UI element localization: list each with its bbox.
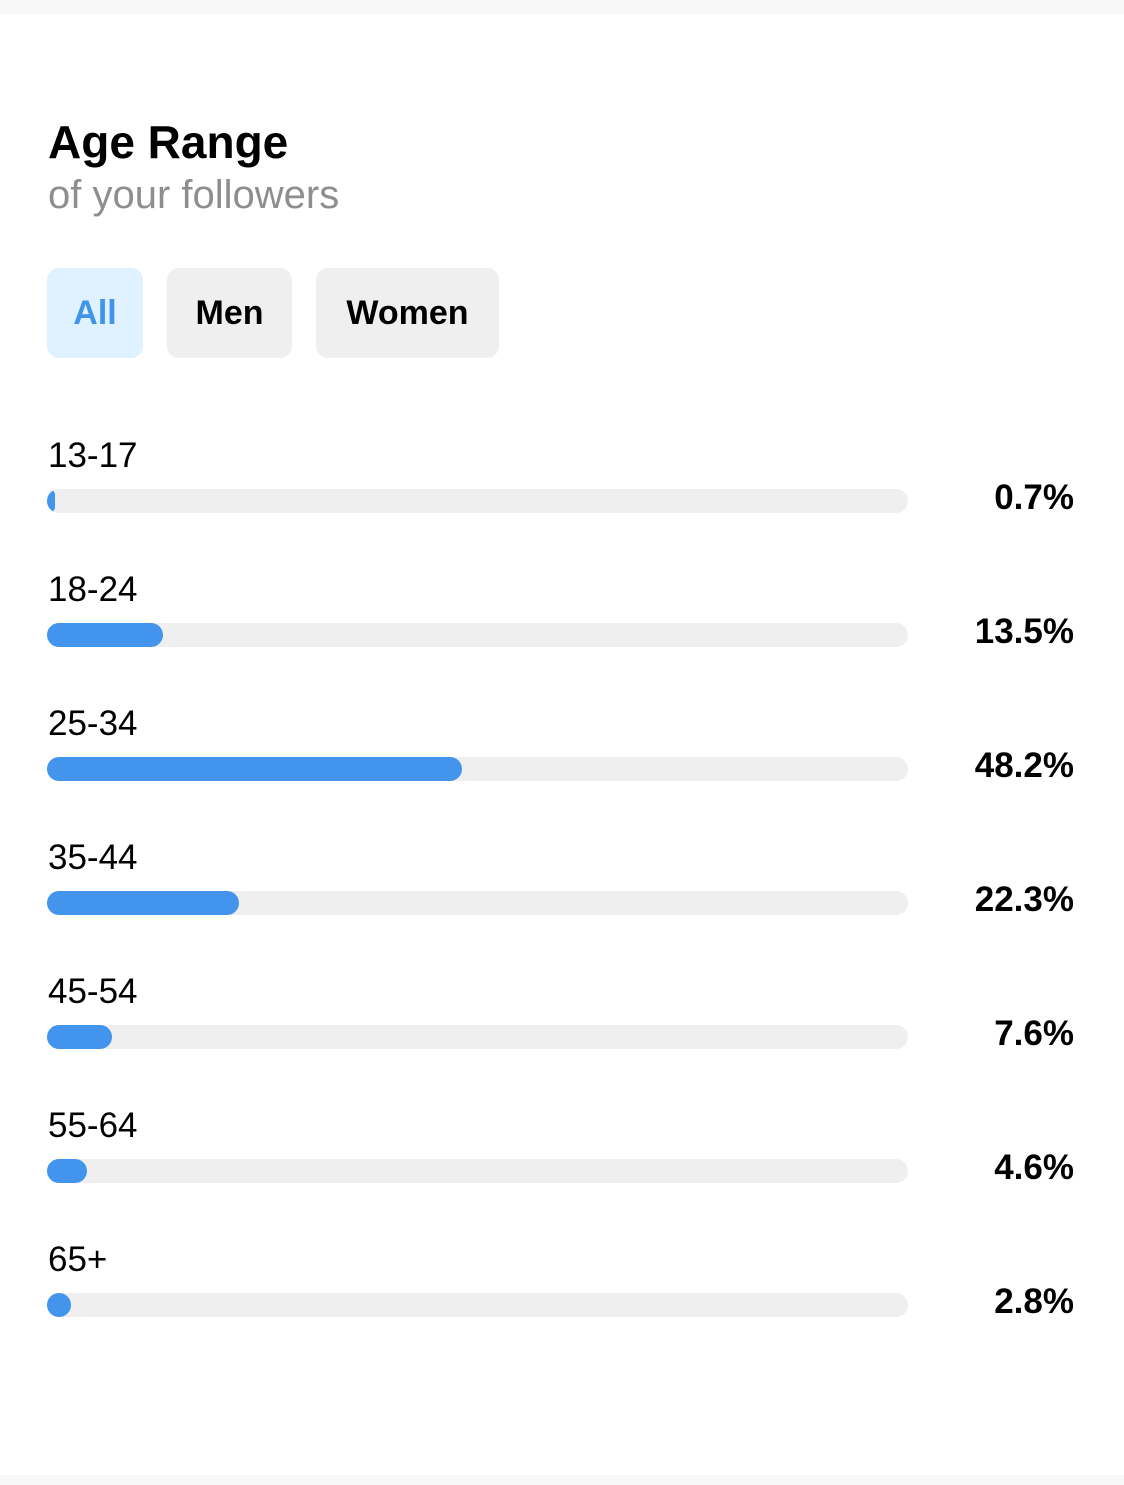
age-range-label: 45-54 [48,972,138,1011]
progress-fill [47,891,239,915]
percentage-value: 4.6% [994,1148,1074,1187]
progress-track [47,891,908,915]
age-row-25-34: 25-34 48.2% [0,704,1124,814]
gender-filter-tabs: All Men Women [47,268,499,358]
age-range-label: 35-44 [48,838,138,877]
progress-track [47,757,908,781]
age-range-label: 55-64 [48,1106,138,1145]
age-range-card [0,14,1124,1475]
progress-fill [47,1159,87,1183]
percentage-value: 2.8% [994,1282,1074,1321]
progress-track [47,623,908,647]
progress-track [47,1159,908,1183]
progress-track [47,1025,908,1049]
age-range-label: 13-17 [48,436,138,475]
age-row-45-54: 45-54 7.6% [0,972,1124,1082]
progress-fill [47,1293,72,1317]
percentage-value: 0.7% [994,478,1074,517]
percentage-value: 13.5% [974,612,1074,651]
age-range-label: 25-34 [48,704,138,743]
progress-fill [47,1025,113,1049]
age-row-55-64: 55-64 4.6% [0,1106,1124,1216]
percentage-value: 7.6% [994,1014,1074,1053]
tab-men[interactable]: Men [167,268,292,358]
tab-women[interactable]: Women [316,268,499,358]
progress-fill [47,757,462,781]
age-row-18-24: 18-24 13.5% [0,570,1124,680]
age-range-label: 65+ [48,1240,108,1279]
age-range-label: 18-24 [48,570,138,609]
progress-track [47,1293,908,1317]
tab-all[interactable]: All [47,268,143,358]
progress-fill [47,623,164,647]
percentage-value: 48.2% [974,746,1074,785]
age-row-13-17: 13-17 0.7% [0,436,1124,546]
percentage-value: 22.3% [974,880,1074,919]
page-subtitle: of your followers [48,173,340,217]
age-row-35-44: 35-44 22.3% [0,838,1124,948]
age-row-65-plus: 65+ 2.8% [0,1240,1124,1350]
page-title: Age Range [48,116,289,168]
progress-fill [47,489,55,513]
progress-track [47,489,908,513]
